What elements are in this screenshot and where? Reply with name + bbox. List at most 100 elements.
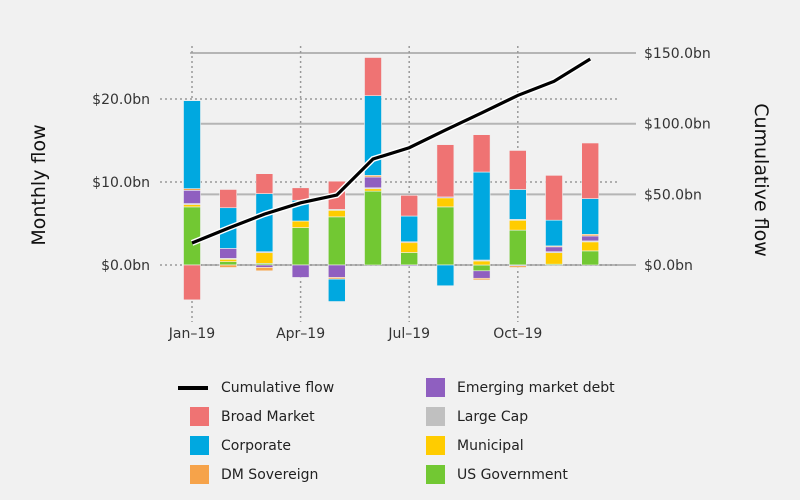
legend-color-swatch [190, 465, 209, 484]
bar-segment-us-government [219, 261, 237, 266]
legend-item: Emerging market debt [414, 376, 638, 399]
right-tick-label: $100.0bn [644, 117, 711, 133]
left-axis-title: Monthly flow [28, 124, 50, 245]
bar-segment-corporate [581, 198, 600, 235]
bar-segment-emerging-market-debt [183, 190, 201, 204]
cumulative-flow-line [191, 57, 592, 245]
bar-segment-municipal [581, 241, 600, 252]
bar-segment-broad-market [581, 142, 600, 199]
bar-segment-emerging-market-debt [255, 264, 274, 268]
bar-segment-corporate [327, 278, 346, 302]
bar-segment-broad-market [183, 264, 201, 301]
bar-segment-broad-market [400, 194, 419, 217]
bar-segment-emerging-market-debt [291, 264, 310, 278]
left-tick-label: $10.0bn [92, 175, 150, 191]
legend-color-swatch [426, 378, 445, 397]
x-axis-gridlines [191, 46, 519, 322]
legend-line-swatch [178, 385, 208, 390]
bar-segment-us-government [400, 252, 419, 266]
left-tick-label: $20.0bn [92, 92, 150, 108]
x-tick-label: Jan–19 [168, 326, 215, 342]
left-axis-ticks: $0.0bn $10.0bn $20.0bn [92, 92, 150, 274]
legend-label: Large Cap [457, 408, 529, 425]
cumulative-line-halo [190, 56, 592, 246]
legend-item: Large Cap [414, 405, 638, 428]
bar-segment-dm-sovereign [219, 264, 237, 268]
bar-segment-us-government [472, 264, 491, 272]
legend-color-swatch [426, 465, 445, 484]
right-tick-label: $50.0bn [644, 187, 702, 203]
legend-label: US Government [457, 466, 568, 483]
bar-segment-us-government [436, 206, 455, 266]
bar-segment-municipal [327, 209, 346, 218]
legend-item: Broad Market [178, 405, 414, 428]
legend-color-swatch [426, 436, 445, 455]
bar-segment-corporate [400, 215, 419, 243]
legend-color-swatch [190, 407, 209, 426]
bar-stack [436, 144, 455, 287]
bar-segment-corporate [183, 100, 201, 189]
bar-segment-emerging-market-debt [219, 248, 237, 259]
bar-segment-emerging-market-debt [400, 264, 419, 267]
legend-label: Corporate [221, 437, 291, 454]
bar-segment-broad-market [364, 57, 382, 96]
legend-label: Cumulative flow [221, 379, 335, 396]
legend-item: Municipal [414, 434, 638, 457]
legend-item: Cumulative flow [178, 376, 414, 399]
left-tick-label: $0.0bn [101, 258, 150, 274]
legend-item: US Government [414, 463, 638, 486]
bar-segment-emerging-market-debt [364, 176, 382, 189]
bar-stack [508, 150, 527, 268]
legend-label: DM Sovereign [221, 466, 319, 483]
bar-segment-broad-market [436, 144, 455, 198]
bar-segment-municipal [291, 220, 310, 228]
bar-segment-broad-market [219, 189, 237, 209]
bar-segment-dm-sovereign [508, 265, 527, 268]
bar-stack [255, 173, 274, 272]
stacked-bars [183, 57, 600, 302]
legend-label: Municipal [457, 437, 524, 454]
x-tick-label: Jul–19 [387, 326, 430, 342]
cumulative-line-layer [190, 56, 592, 246]
bar-segment-municipal [472, 260, 491, 266]
bar-stack [291, 187, 310, 278]
bar-segment-municipal [255, 252, 274, 264]
legend-color-swatch [190, 436, 209, 455]
bar-segment-corporate [472, 171, 491, 261]
bar-segment-dm-sovereign [472, 277, 491, 281]
bar-stack [545, 175, 563, 266]
bar-segment-us-government [581, 250, 600, 266]
bar-stack [183, 100, 201, 301]
bar-segment-corporate [436, 264, 455, 287]
bar-segment-corporate [508, 189, 527, 220]
right-tick-label: $150.0bn [644, 46, 711, 62]
bar-segment-emerging-market-debt [327, 264, 346, 278]
bar-segment-broad-market [255, 173, 274, 194]
bar-segment-corporate [255, 193, 274, 253]
right-axis-ticks: $0.0bn $50.0bn $100.0bn $150.0bn [644, 46, 711, 274]
x-tick-label: Apr–19 [276, 326, 325, 342]
bar-segment-us-government [508, 229, 527, 266]
legend-label: Broad Market [221, 408, 315, 425]
legend-item: DM Sovereign [178, 463, 414, 486]
bar-segment-municipal [436, 197, 455, 208]
legend-color-swatch [426, 407, 445, 426]
bar-stack [400, 194, 419, 267]
bar-segment-municipal [400, 242, 419, 253]
bar-stack [472, 134, 491, 281]
bar-segment-us-government [364, 190, 382, 266]
bar-segment-us-government [327, 216, 346, 266]
bar-segment-municipal [508, 219, 527, 231]
bar-segment-dm-sovereign [255, 267, 274, 272]
bar-segment-broad-market [508, 150, 527, 190]
x-axis-ticks: Jan–19 Apr–19 Jul–19 Oct–19 [168, 326, 543, 342]
right-tick-label: $0.0bn [644, 258, 693, 274]
bar-stack [219, 189, 237, 268]
bar-segment-emerging-market-debt [581, 235, 600, 242]
bar-segment-us-government [183, 206, 201, 266]
bar-segment-municipal [545, 252, 563, 265]
bar-segment-emerging-market-debt [472, 270, 491, 279]
right-axis-title: Cumulative flow [750, 103, 772, 257]
legend-label: Emerging market debt [457, 379, 615, 396]
